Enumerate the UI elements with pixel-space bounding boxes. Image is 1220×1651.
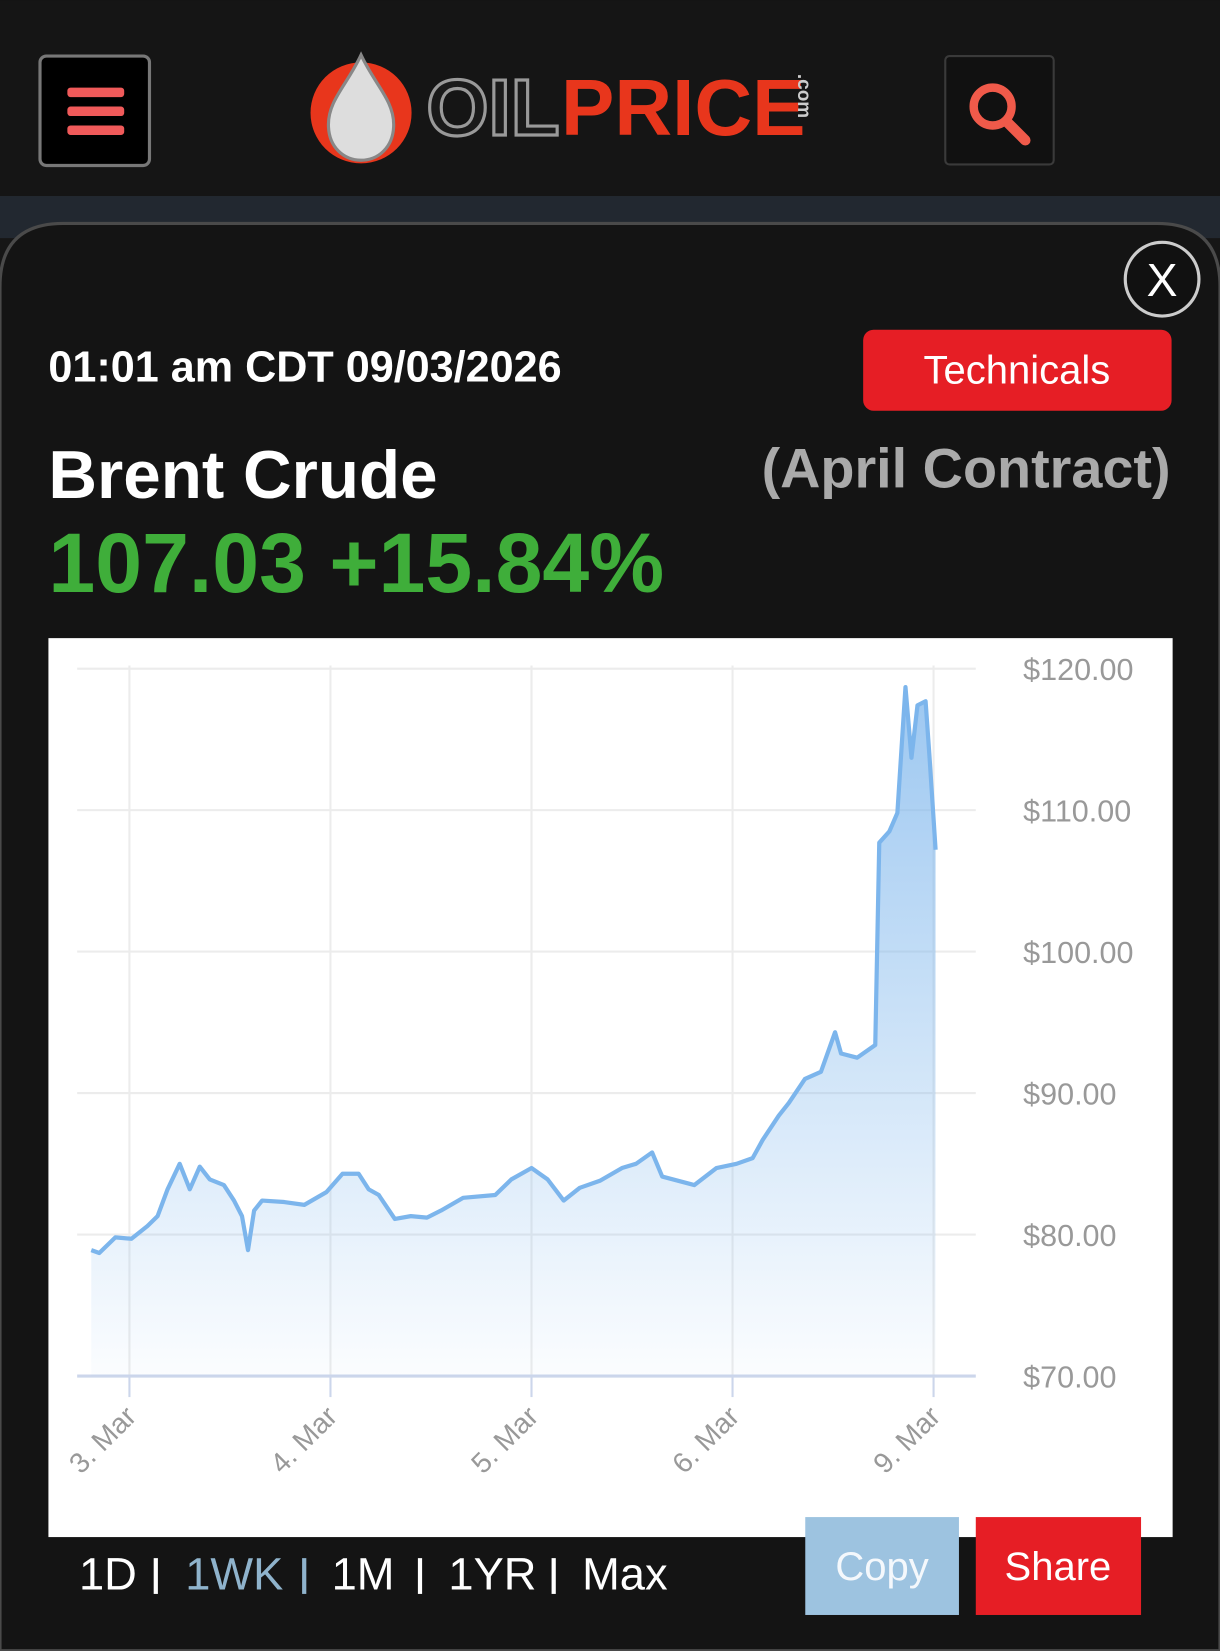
range-selector: 1D 1WK 1M 1YR Max [79,1549,668,1600]
range-option[interactable]: 1D [79,1549,137,1600]
separator [302,1558,307,1594]
commodity: Brent Crude [48,438,437,513]
y-tick-label: $110.00 [1023,795,1131,829]
technicals-label: Technicals [923,348,1110,392]
search-lens [969,83,1016,130]
chart-panel [48,638,1173,1538]
search-box [944,54,1055,166]
price-line [90,684,938,1256]
search-button[interactable] [944,54,1055,166]
technicals-box [863,329,1172,411]
copy-label: Copy [835,1545,928,1589]
y-tick-label: $100.00 [1023,936,1133,970]
logo-price: PRICE [561,63,806,152]
logo-drop [326,51,396,162]
close-circle [1123,240,1201,318]
menu-bar [67,87,125,98]
y-tick-label: $120.00 [1023,653,1133,687]
contract: (April Contract) [762,438,1171,500]
close-label: X [1147,254,1178,306]
range-option[interactable]: 1M [332,1549,395,1600]
menu-bar [67,125,125,135]
logo-oil: OIL [426,63,559,152]
timestamp: 01:01 am CDT 09/03/2026 [48,343,561,391]
range-option[interactable]: 1YR [448,1549,536,1600]
range-option[interactable]: Max [582,1549,668,1600]
share-button[interactable]: Share [975,1517,1142,1615]
y-tick-label: $80.00 [1023,1219,1116,1253]
logo-com: .com [793,74,814,118]
y-tick-label: $90.00 [1023,1078,1116,1112]
y-tick-label: $70.00 [1023,1361,1116,1395]
menu-button[interactable] [38,54,152,168]
close-button[interactable]: X [1123,240,1201,318]
share-label: Share [1005,1545,1112,1589]
separator [551,1558,556,1594]
menu-bar [67,106,125,117]
quote: 107.03 +15.84% [48,516,664,610]
separator [417,1558,423,1594]
range-option-active[interactable]: 1WK [185,1549,283,1600]
copy-box [805,1517,959,1615]
technicals-button[interactable]: Technicals [863,329,1172,411]
share-box [975,1517,1142,1615]
area-fill [91,687,936,1377]
logo[interactable]: OIL PRICE .com [310,51,814,164]
copy-button[interactable]: Copy [805,1517,959,1615]
search-handle [1001,116,1031,146]
separator [153,1558,158,1594]
